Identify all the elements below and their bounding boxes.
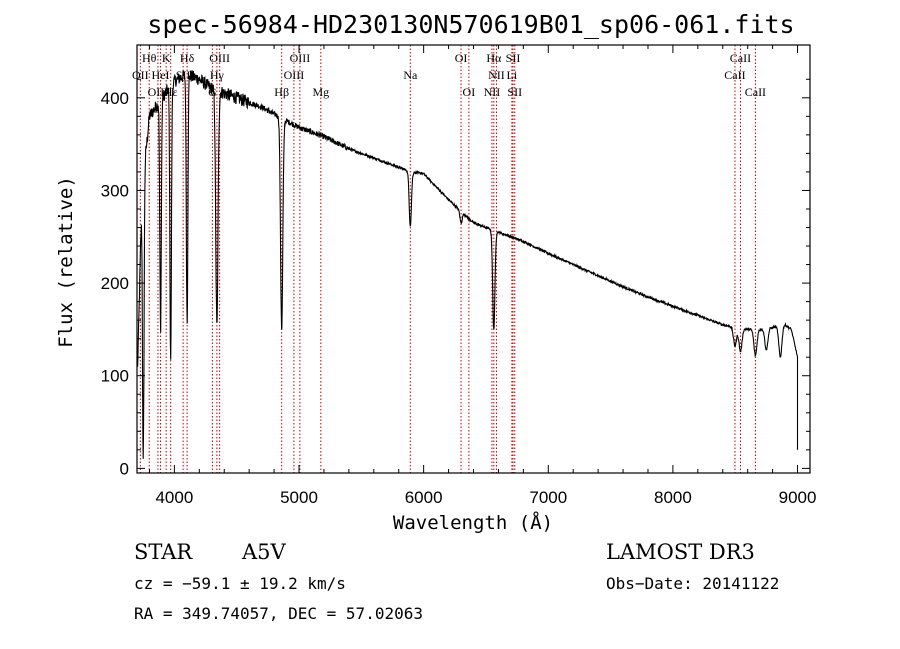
spectral-line-markers — [139, 45, 756, 473]
spectral-line-label: HeI — [152, 68, 170, 82]
x-axis-ticks: 4000 5000 6000 7000 8000 9000 — [148, 45, 817, 507]
survey-name: LAMOST DR3 — [606, 540, 755, 564]
spectral-line-label: Hθ — [142, 51, 157, 65]
x-tick-label: 5000 — [280, 488, 318, 507]
object-type: STAR — [134, 540, 193, 564]
x-tick-label: 7000 — [529, 488, 567, 507]
spectral-line-label: SII — [506, 51, 521, 65]
chart-title: spec-56984-HD230130N570619B01_sp06-061.f… — [147, 10, 794, 39]
spectral-line-label: CaII — [745, 85, 766, 99]
spectral-line-label: NII — [488, 68, 505, 82]
spectral-line-label: OII — [132, 68, 149, 82]
x-tick-label: 9000 — [779, 488, 817, 507]
x-tick-label: 4000 — [155, 488, 193, 507]
spectral-line-label: Hδ — [180, 51, 195, 65]
spectral-line-label: OIII — [284, 68, 305, 82]
spectral-line-label: Hβ — [274, 85, 289, 99]
y-tick-label: 400 — [101, 89, 129, 108]
y-tick-label: 200 — [101, 274, 129, 293]
spectral-line-label: Hα — [486, 51, 502, 65]
y-tick-label: 300 — [101, 181, 129, 200]
y-tick-label: 100 — [101, 367, 129, 386]
spectral-line-label: Mg — [312, 85, 329, 99]
spectral-line-label: G — [208, 85, 217, 99]
spectrum-line — [137, 70, 799, 459]
y-axis-ticks: 0 100 200 300 400 — [101, 78, 810, 478]
spectral-line-label: CaII — [730, 51, 751, 65]
spectral-line-label: Na — [403, 68, 418, 82]
spectral-line-label: NII — [484, 85, 501, 99]
y-axis-label: Flux (relative) — [55, 176, 77, 348]
x-tick-label: 6000 — [405, 488, 443, 507]
coordinates: RA = 349.74057, DEC = 57.02063 — [134, 604, 423, 623]
spectral-line-label: SII — [507, 85, 522, 99]
x-tick-label: 8000 — [654, 488, 692, 507]
spectral-line-label: Hγ — [210, 68, 225, 82]
spectral-line-label: OIII — [290, 51, 311, 65]
spectral-line-label: OIII — [209, 51, 230, 65]
spectral-class: A5V — [241, 540, 287, 564]
y-tick-label: 0 — [120, 459, 129, 478]
redshift-velocity: cz = −59.1 ± 19.2 km/s — [134, 574, 346, 593]
x-axis-label: Wavelength (Å) — [393, 511, 553, 534]
spectral-line-label: Li — [507, 68, 518, 82]
plot-frame — [136, 44, 811, 474]
spectral-line-label: OI — [463, 85, 476, 99]
spectral-line-label: K — [162, 51, 171, 65]
spectral-line-label: OI — [455, 51, 468, 65]
spectral-line-label: CaII — [724, 68, 745, 82]
observation-date: Obs−Date: 20141122 — [606, 574, 779, 593]
